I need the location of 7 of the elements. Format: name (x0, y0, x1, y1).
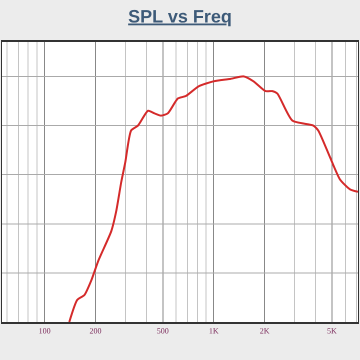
x-tick-label: 1K (208, 326, 219, 336)
x-tick-label: 100 (38, 326, 51, 336)
chart-title: SPL vs Freq (128, 6, 232, 26)
x-tick-label: 500 (156, 326, 169, 336)
x-tick-label: 5K (327, 326, 338, 336)
x-tick-label: 2K (260, 326, 270, 336)
x-tick-label: 200 (90, 326, 102, 336)
